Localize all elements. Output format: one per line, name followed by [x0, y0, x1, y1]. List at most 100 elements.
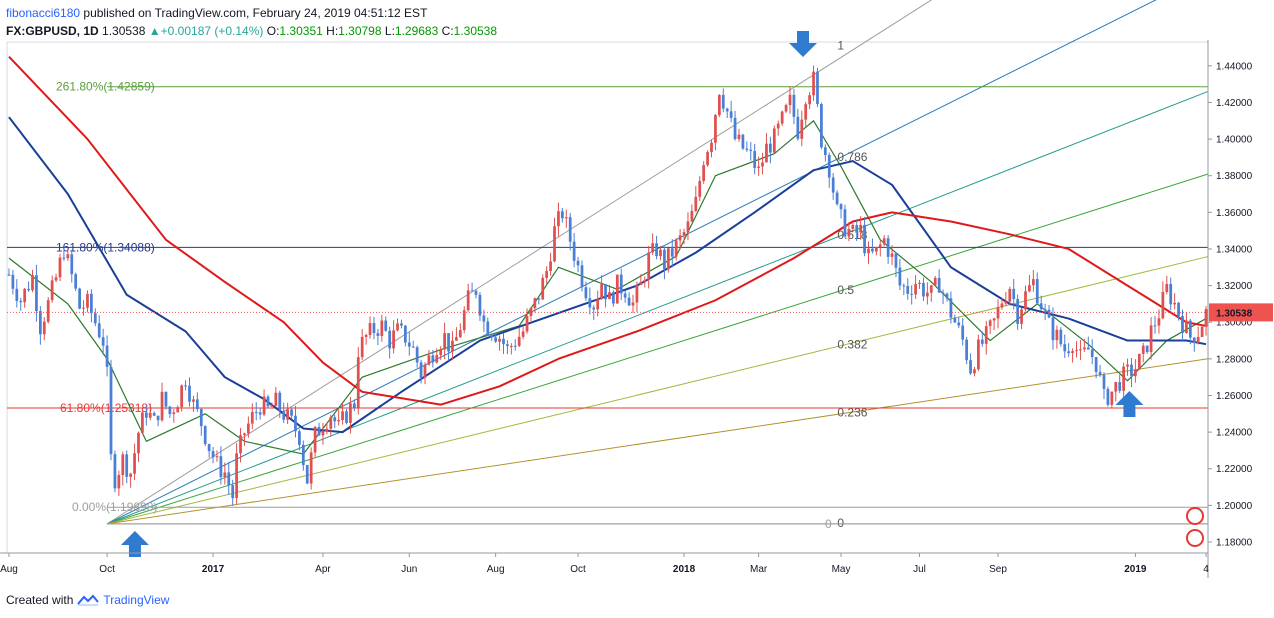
candle-body [321, 431, 325, 436]
candle-body [820, 103, 823, 148]
candle-body [910, 293, 914, 295]
candle-body [725, 108, 729, 112]
candle-body [160, 391, 164, 421]
symbol-label[interactable]: FX:GBPUSD, 1D [6, 24, 99, 38]
candle-body [623, 293, 627, 298]
candle-body [772, 128, 776, 153]
candle-body [1086, 347, 1090, 350]
x-tick-label: Apr [315, 564, 331, 575]
fib-fan-label: 1 [837, 39, 844, 53]
candle-body [1035, 279, 1039, 304]
candle-body [337, 419, 341, 422]
ohlc-line: FX:GBPUSD, 1D 1.30538 ▲+0.00187 (+0.14%)… [6, 22, 497, 40]
candle-body [31, 275, 34, 291]
candle-body [1192, 337, 1196, 343]
candle-body [929, 285, 933, 293]
candle-body [192, 399, 195, 402]
candle-body [1169, 283, 1173, 305]
candle-body [1173, 302, 1177, 305]
candle-body [698, 180, 702, 197]
candle-body [345, 411, 348, 423]
price-and-time-axes[interactable]: 1.44000 1.42000 1.40000 1.38000 1.36000 1.340… [0, 40, 1273, 578]
candle-body [168, 406, 172, 415]
candlesticks [7, 65, 1208, 506]
fib-fan-line [106, 0, 933, 525]
candle-body [557, 211, 560, 227]
candle-body [298, 431, 301, 445]
candle-body [604, 284, 607, 300]
candle-body [113, 454, 117, 489]
candle-body [156, 415, 160, 421]
candle-body [977, 339, 980, 370]
tradingview-link[interactable]: TradingView [103, 593, 170, 607]
fib-level-label: 0 [825, 517, 832, 531]
close-label: C: [441, 24, 454, 38]
candle-body [313, 426, 317, 453]
candle-body [953, 317, 957, 323]
candle-body [219, 456, 223, 478]
candle-body [101, 337, 105, 346]
candle-body [992, 318, 996, 321]
candle-body [254, 411, 258, 413]
x-tick-label: 2019 [1124, 564, 1147, 575]
candle-body [670, 248, 674, 257]
candle-body [286, 409, 289, 420]
candle-body [502, 338, 505, 345]
change-value: +0.00187 (+0.14%) [160, 24, 264, 38]
candle-body [486, 321, 490, 335]
candle-body [745, 148, 749, 150]
candle-body [207, 444, 211, 452]
candle-body [1051, 317, 1055, 341]
author-link[interactable]: fibonacci6180 [6, 6, 81, 20]
candle-body [984, 326, 988, 344]
candle-body [871, 248, 874, 252]
candle-body [1145, 345, 1149, 352]
candle-body [576, 260, 580, 266]
candle-body [867, 248, 870, 254]
candle-body [584, 287, 588, 299]
candle-body [1134, 369, 1137, 377]
candle-body [372, 323, 376, 334]
candle-body [749, 149, 753, 152]
candle-body [647, 252, 651, 280]
candle-body [199, 409, 203, 427]
annotation-arrows [120, 31, 1204, 557]
candle-body [144, 412, 148, 418]
candle-body [227, 472, 231, 486]
candle-body [553, 226, 556, 262]
candle-body [1075, 350, 1078, 352]
publish-text: published on TradingView.com, February 2… [80, 6, 428, 20]
candle-body [1196, 337, 1200, 343]
close-value: 1.30538 [453, 24, 498, 38]
candle-body [317, 426, 321, 436]
candle-body [223, 472, 227, 478]
y-tick-label: 1.40000 [1216, 135, 1253, 146]
candle-body [937, 277, 941, 293]
candle-body [529, 308, 533, 317]
candle-body [35, 275, 38, 312]
candle-body [427, 355, 431, 365]
candle-body [1028, 285, 1031, 292]
candle-body [765, 143, 768, 163]
candle-body [400, 323, 403, 326]
candle-body [878, 244, 882, 248]
candle-body [7, 274, 11, 276]
y-tick-label: 1.18000 [1216, 538, 1253, 549]
candle-body [761, 162, 764, 167]
candle-body [780, 111, 784, 124]
candle-body [886, 238, 890, 257]
candle-body [70, 254, 74, 275]
candle-body [247, 423, 250, 434]
y-tick-label: 1.20000 [1216, 501, 1253, 512]
candle-body [1020, 309, 1023, 324]
change-up-icon: ▲ [148, 24, 161, 38]
candle-body [651, 243, 655, 253]
candle-body [470, 290, 474, 292]
candle-body [513, 345, 517, 347]
candle-body [1181, 316, 1184, 333]
candle-body [152, 413, 156, 416]
candle-body [74, 274, 78, 289]
candle-body [19, 300, 23, 303]
candle-body [93, 313, 97, 324]
